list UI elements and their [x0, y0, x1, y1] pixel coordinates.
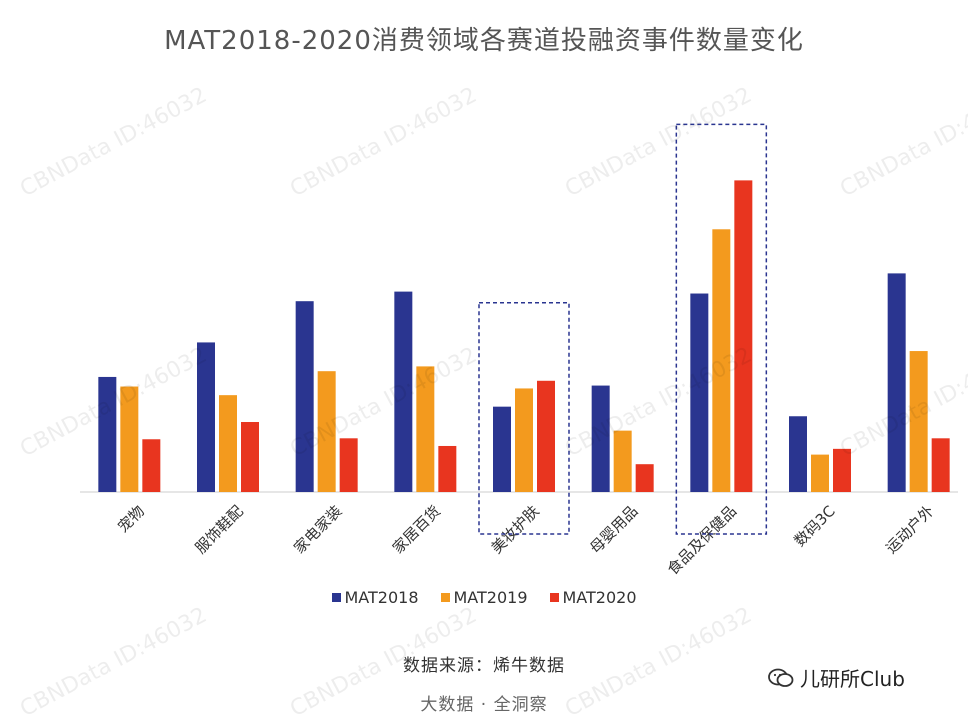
wechat-icon [768, 668, 794, 688]
bar-mat2018-8 [887, 273, 906, 492]
x-tick-label: 宠物 [114, 502, 148, 536]
data-source: 数据来源：烯牛数据 [403, 656, 565, 676]
bar-mat2019-2 [317, 371, 336, 492]
legend-swatch [331, 593, 341, 602]
x-tick-label: 家电家装 [290, 502, 345, 557]
bar-mat2020-7 [833, 448, 851, 492]
bar-mat2020-8 [931, 438, 950, 492]
brand-badge: 儿研所Club [768, 663, 905, 692]
legend-swatch [440, 593, 450, 602]
bar-mat2019-1 [219, 395, 237, 492]
legend-label: MAT2019 [453, 588, 528, 607]
bar-mat2020-2 [339, 438, 358, 492]
x-tick-label: 数码3C [791, 502, 839, 550]
chart-title: MAT2018-2020消费领域各赛道投融资事件数量变化 [164, 26, 804, 56]
bar-mat2019-7 [811, 454, 829, 492]
x-tick-label: 食品及保健品 [664, 502, 740, 578]
bar-mat2020-6 [734, 180, 753, 492]
footer-slogan: 大数据 · 全洞察 [420, 695, 548, 715]
bar-mat2019-3 [416, 366, 435, 492]
bar-mat2019-6 [712, 229, 731, 492]
x-tick-label: 家居百货 [389, 502, 444, 557]
bar-mat2018-1 [197, 342, 215, 492]
bar-mat2019-4 [515, 388, 533, 492]
bar-mat2020-0 [142, 439, 161, 492]
bar-mat2020-3 [438, 445, 457, 492]
bar-mat2019-0 [120, 386, 139, 492]
bar-mat2019-5 [613, 430, 632, 492]
x-tick-label: 美妆护肤 [488, 502, 543, 557]
bar-mat2018-3 [394, 291, 413, 492]
bar-mat2018-2 [295, 301, 314, 492]
bar-mat2020-4 [537, 380, 555, 492]
bar-mat2020-5 [635, 464, 654, 492]
legend-label: MAT2020 [562, 588, 637, 607]
legend-item: MAT2020 [549, 588, 637, 607]
bar-mat2018-7 [789, 416, 807, 492]
bar-mat2018-4 [493, 406, 511, 492]
legend-item: MAT2019 [440, 588, 528, 607]
brand-name: 儿研所Club [800, 667, 905, 691]
legend-swatch [549, 593, 559, 602]
bar-mat2019-8 [909, 351, 928, 492]
legend-label: MAT2018 [344, 588, 419, 607]
bar-mat2020-1 [241, 422, 259, 492]
highlight-box [478, 302, 570, 535]
x-tick-label: 运动户外 [882, 502, 937, 557]
bar-mat2018-5 [591, 385, 610, 492]
bar-mat2018-0 [98, 376, 117, 492]
x-tick-label: 母婴用品 [586, 502, 641, 557]
bar-mat2018-6 [690, 293, 709, 492]
highlight-box [675, 123, 768, 535]
chart-legend: MAT2018 MAT2019 MAT2020 [0, 588, 968, 607]
legend-item: MAT2018 [331, 588, 419, 607]
x-tick-label: 服饰鞋配 [192, 502, 247, 557]
